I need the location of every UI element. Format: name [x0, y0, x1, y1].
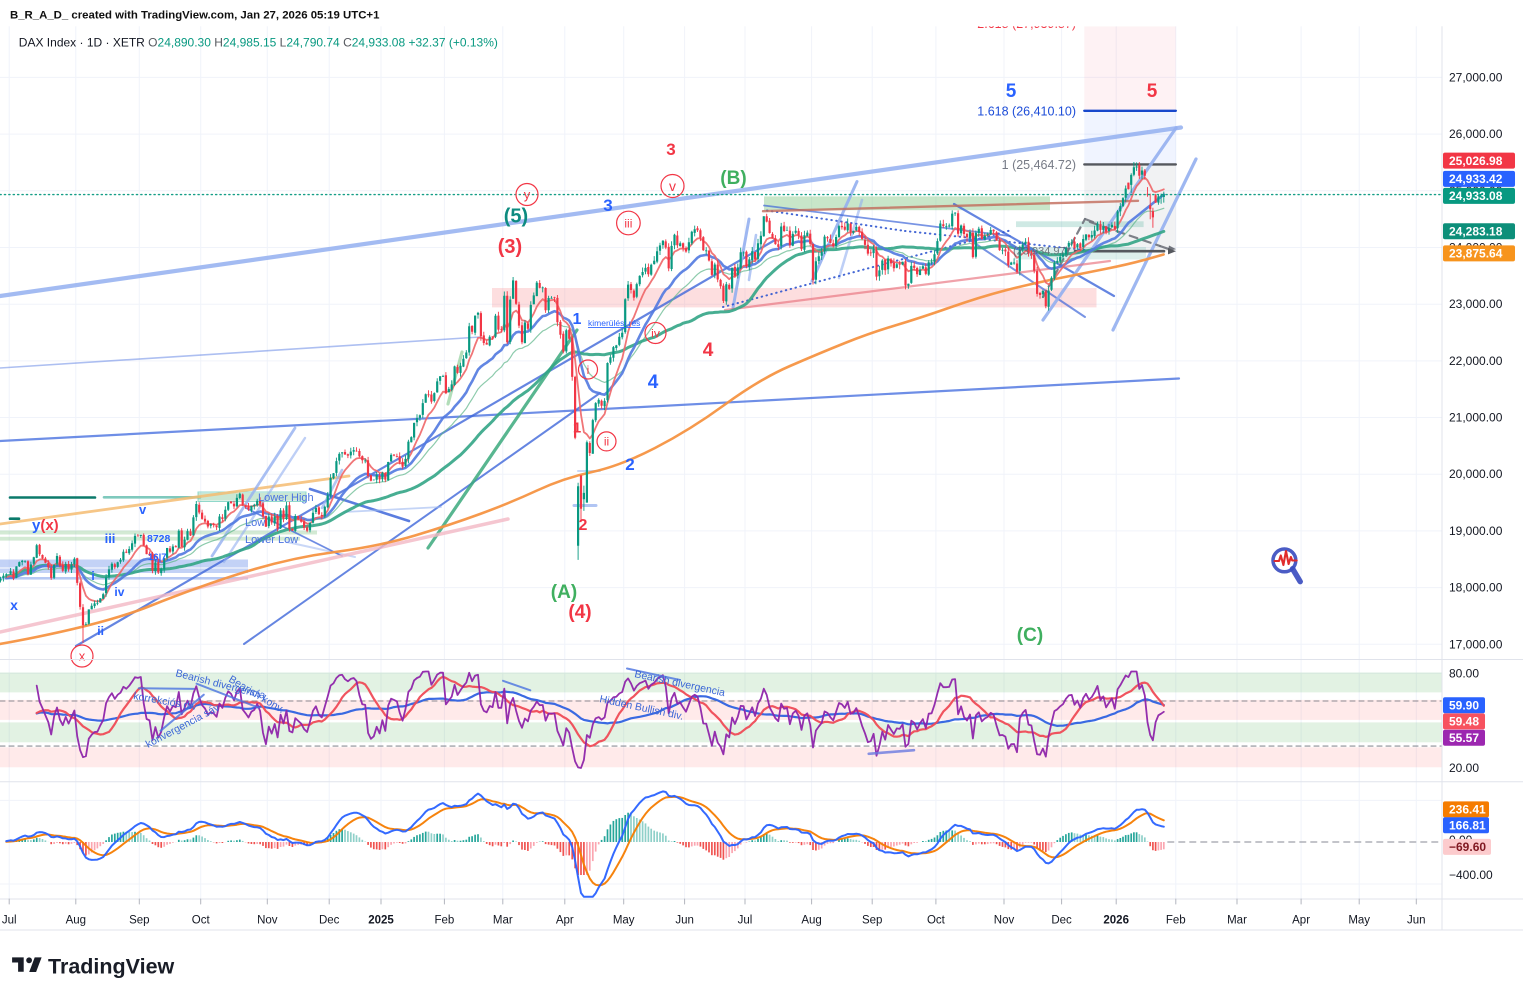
svg-text:8728: 8728 [147, 533, 171, 545]
svg-text:B_R_A_D_ created with TradingV: B_R_A_D_ created with TradingView.com, J… [10, 10, 380, 22]
svg-text:ii: ii [97, 624, 104, 638]
svg-text:Oct: Oct [927, 915, 946, 927]
svg-text:(4): (4) [568, 602, 591, 623]
svg-text:25,026.98: 25,026.98 [1449, 154, 1503, 168]
svg-text:166.81: 166.81 [1449, 818, 1486, 832]
svg-text:26,000.00: 26,000.00 [1449, 127, 1503, 141]
svg-text:Lower High: Lower High [258, 492, 314, 504]
svg-text:2025: 2025 [368, 915, 394, 927]
svg-text:Feb: Feb [1166, 915, 1186, 927]
svg-text:TradingView: TradingView [48, 955, 175, 979]
svg-text:x: x [79, 649, 86, 664]
svg-text:22,000.00: 22,000.00 [1449, 354, 1503, 368]
svg-text:19,000.00: 19,000.00 [1449, 524, 1503, 538]
svg-text:Mar: Mar [1227, 915, 1247, 927]
svg-text:236.41: 236.41 [1449, 803, 1486, 817]
svg-text:5: 5 [1147, 81, 1158, 102]
svg-text:Jul: Jul [2, 915, 17, 927]
svg-text:v: v [669, 178, 676, 194]
svg-text:(A): (A) [551, 582, 577, 603]
svg-text:−400.00: −400.00 [1449, 868, 1493, 882]
svg-text:Nov: Nov [257, 915, 278, 927]
svg-text:59.90: 59.90 [1449, 699, 1479, 713]
svg-text:(3): (3) [498, 236, 522, 258]
svg-text:ii: ii [604, 435, 609, 449]
svg-text:2: 2 [579, 517, 588, 534]
svg-text:3: 3 [603, 196, 612, 215]
svg-text:Jul: Jul [738, 915, 753, 927]
svg-text:59.48: 59.48 [1449, 715, 1479, 729]
svg-text:80.00: 80.00 [1449, 666, 1479, 680]
svg-text:(23,934.97): (23,934.97) [1013, 246, 1069, 258]
svg-text:21,000.00: 21,000.00 [1449, 411, 1503, 425]
svg-text:iii: iii [624, 216, 632, 230]
svg-text:2: 2 [625, 455, 634, 474]
svg-text:Lower Low: Lower Low [245, 534, 298, 546]
svg-text:Oct: Oct [192, 915, 211, 927]
svg-text:Low: Low [245, 517, 265, 529]
svg-text:20,000.00: 20,000.00 [1449, 467, 1503, 481]
svg-text:4: 4 [648, 372, 659, 393]
svg-text:DAX Index · 1D · XETR O24,890.: DAX Index · 1D · XETR O24,890.30 H24,985… [19, 36, 498, 50]
svg-text:18,000.00: 18,000.00 [1449, 581, 1503, 595]
svg-text:(B): (B) [720, 168, 746, 189]
svg-text:(C): (C) [1017, 625, 1043, 646]
svg-text:Dec: Dec [319, 915, 340, 927]
svg-text:1: 1 [573, 311, 582, 328]
svg-text:Jun: Jun [675, 915, 694, 927]
svg-text:kimerülési rés: kimerülési rés [588, 318, 640, 328]
svg-text:16|7: 16|7 [148, 552, 167, 563]
svg-text:iv: iv [651, 326, 660, 340]
svg-text:y(x): y(x) [32, 517, 59, 534]
svg-text:Dec: Dec [1051, 915, 1072, 927]
svg-text:4: 4 [703, 340, 714, 361]
svg-text:i: i [587, 363, 590, 377]
svg-text:Jun: Jun [1407, 915, 1426, 927]
svg-text:55.57: 55.57 [1449, 731, 1479, 745]
svg-text:iv: iv [114, 585, 124, 599]
svg-text:23,000.00: 23,000.00 [1449, 297, 1503, 311]
svg-text:Aug: Aug [801, 915, 821, 927]
svg-text:24,933.42: 24,933.42 [1449, 172, 1503, 186]
svg-text:i: i [91, 569, 94, 583]
svg-text:2026: 2026 [1103, 915, 1129, 927]
svg-text:27,000.00: 27,000.00 [1449, 70, 1503, 84]
svg-text:May: May [613, 915, 635, 927]
svg-text:Apr: Apr [1292, 915, 1310, 927]
svg-text:x: x [10, 597, 18, 613]
svg-text:24,283.18: 24,283.18 [1449, 224, 1503, 238]
svg-text:Mar: Mar [493, 915, 513, 927]
svg-text:v: v [139, 502, 147, 517]
svg-text:Sep: Sep [129, 915, 149, 927]
svg-text:Feb: Feb [434, 915, 454, 927]
svg-text:Sep: Sep [862, 915, 882, 927]
svg-text:20.00: 20.00 [1449, 761, 1479, 775]
svg-text:17,000.00: 17,000.00 [1449, 637, 1503, 651]
svg-text:Aug: Aug [66, 915, 86, 927]
svg-text:y: y [524, 187, 531, 202]
svg-text:1 (25,464.72): 1 (25,464.72) [1002, 158, 1076, 172]
svg-text:5: 5 [1006, 81, 1017, 102]
svg-text:24,933.08: 24,933.08 [1449, 189, 1503, 203]
svg-text:1: 1 [573, 419, 581, 436]
svg-text:Apr: Apr [556, 915, 574, 927]
svg-text:iii: iii [105, 531, 116, 546]
svg-text:−69.60: −69.60 [1449, 840, 1486, 854]
svg-text:3: 3 [666, 140, 675, 159]
svg-text:23,875.64: 23,875.64 [1449, 247, 1503, 261]
svg-text:May: May [1348, 915, 1370, 927]
svg-text:1.618 (26,410.10): 1.618 (26,410.10) [977, 104, 1076, 118]
svg-text:Nov: Nov [994, 915, 1015, 927]
svg-text:(5): (5) [504, 206, 528, 228]
